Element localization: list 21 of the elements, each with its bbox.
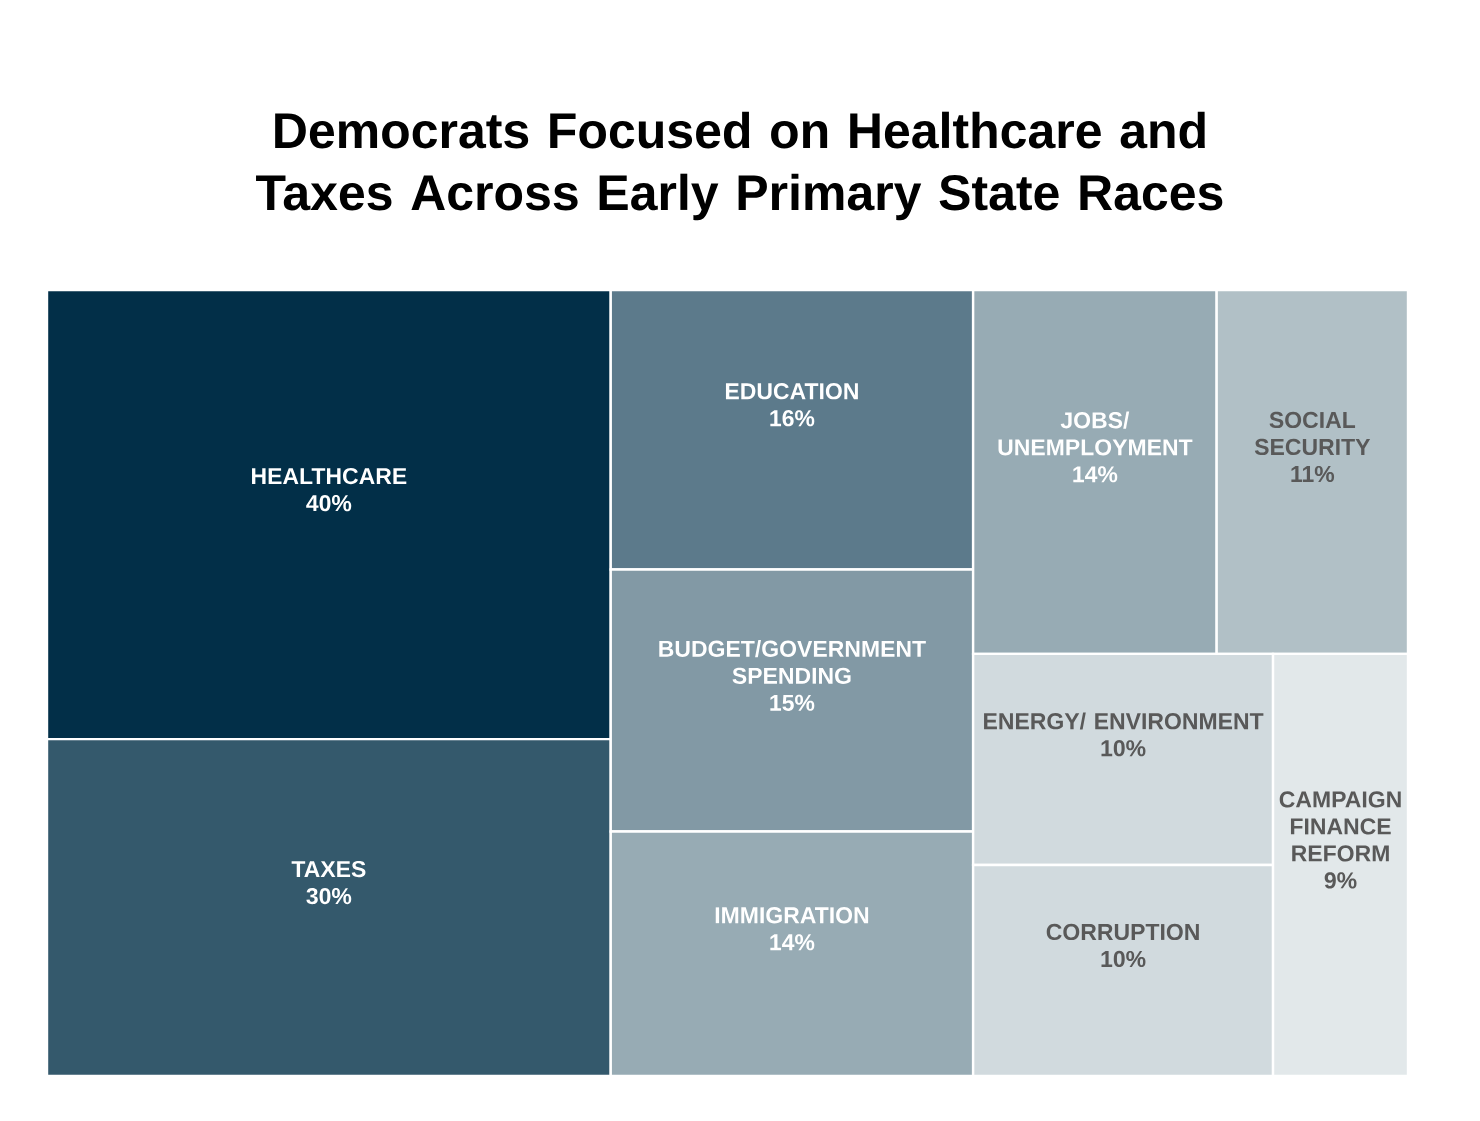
category-label: EDUCATION — [725, 383, 858, 400]
data-label: 10% — [1101, 950, 1146, 968]
data-label: 14% — [770, 934, 815, 951]
data-label: 16% — [770, 410, 815, 427]
data-label: 11% — [1291, 465, 1335, 483]
category-label: ENERGY/ ENVIRONMENT — [984, 712, 1264, 730]
category-label: CAMPAIGN FINANCE REFORM — [1279, 791, 1401, 862]
data-label: 40% — [306, 494, 352, 512]
category-label: HEALTHCARE — [252, 467, 407, 485]
category-label: TAXES — [291, 860, 366, 878]
category-label: CORRUPTION — [1046, 923, 1199, 941]
data-label: 14% — [1073, 466, 1118, 483]
data-label: 15% — [770, 694, 815, 711]
text: Democrats Focused on Healthcare and Taxes Across Early Primary State Races — [256, 111, 1223, 221]
category-label: SOCIAL SECURITY — [1254, 411, 1371, 456]
data-label: 30% — [306, 887, 352, 905]
data-label: 10% — [1101, 740, 1146, 757]
category-label: BUDGET/GOVERNMENT SPENDING — [659, 640, 926, 684]
category-label: IMMIGRATION — [715, 907, 869, 924]
data-label: 9% — [1324, 872, 1357, 889]
category-label: JOBS/ UNEMPLOYMENT — [998, 411, 1193, 456]
